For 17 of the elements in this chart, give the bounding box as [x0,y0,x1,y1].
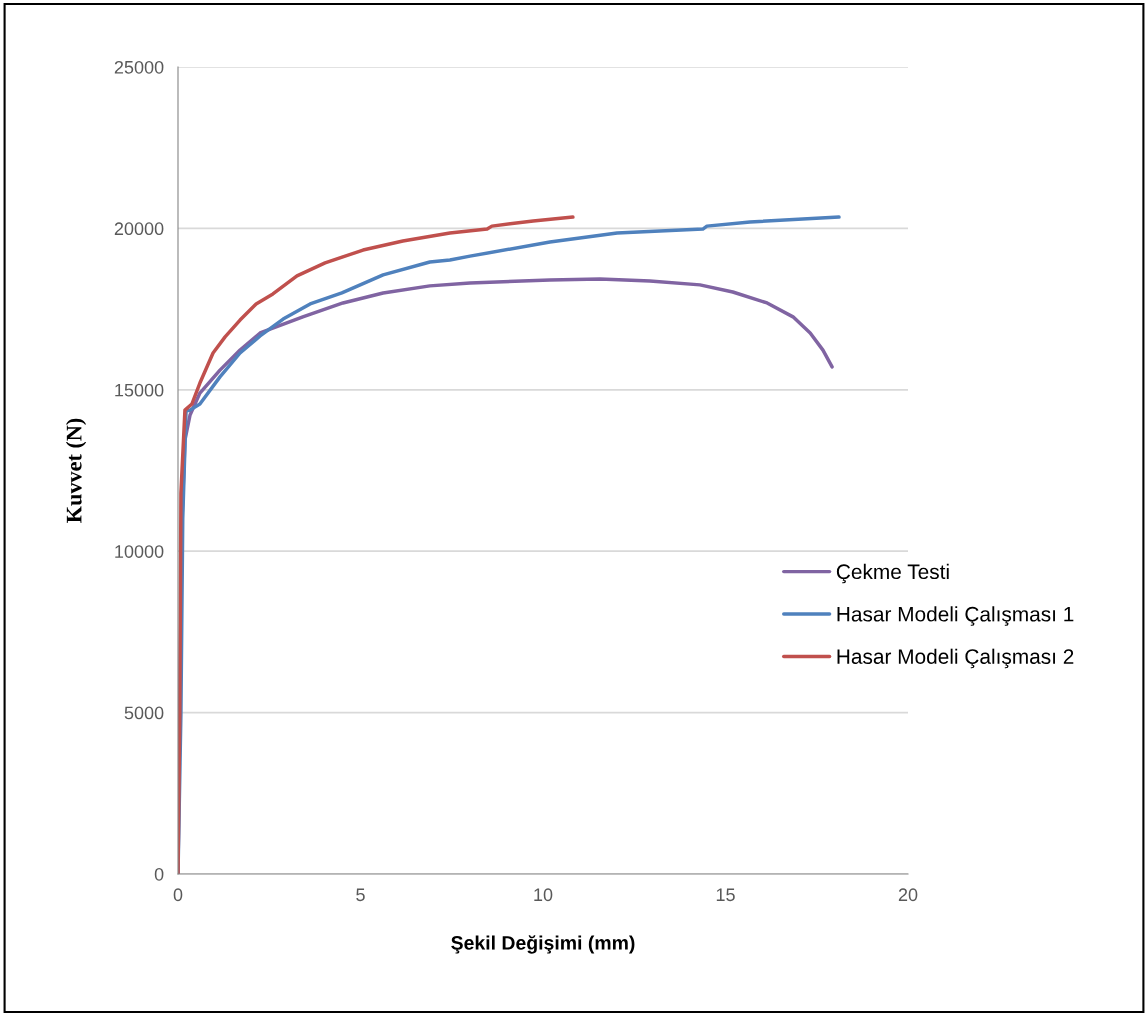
legend-label: Çekme Testi [836,563,949,584]
y-tick-label: 20000 [114,222,164,236]
x-tick-label: 5 [356,888,365,902]
y-tick-label: 25000 [114,60,164,74]
y-tick-label: 15000 [115,383,164,397]
y-tick-label: 10000 [115,545,164,558]
legend-label: Hasar Modeli Çalışması 2 [837,648,1074,669]
x-axis-title: Şekil Değişimi (mm) [451,935,635,954]
x-tick-label: 0 [173,888,183,902]
x-tick-label: 15 [716,888,735,902]
y-axis-title: Kuvvet (N) [65,418,87,523]
line-series [178,215,575,874]
x-tick-label: 10 [534,888,553,902]
y-tick-label: 0 [154,867,164,881]
y-tick-label: 5000 [124,706,164,720]
x-tick-label: 20 [898,888,918,902]
legend-label: Hasar Modeli Çalışması 1 [837,606,1074,626]
